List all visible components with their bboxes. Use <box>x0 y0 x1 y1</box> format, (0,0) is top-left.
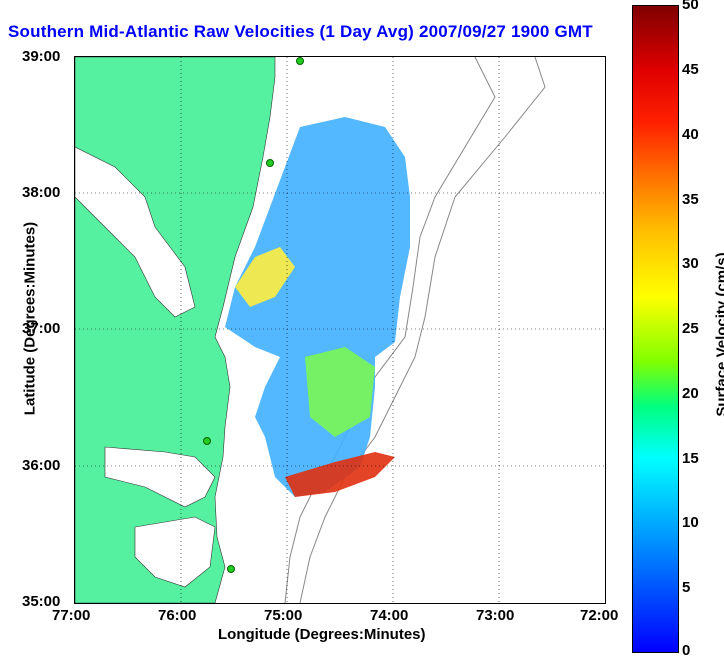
isobath-contour <box>284 57 496 603</box>
velocity-field-high <box>285 452 395 497</box>
colorbar-label: Surface Velocity (cm/s) <box>713 252 724 417</box>
x-tick-label: 73:00 <box>476 607 515 624</box>
grid-lines <box>75 57 605 603</box>
velocity-field-high <box>235 247 295 307</box>
y-tick-label: 35:00 <box>22 593 61 610</box>
y-axis-label: Latitude (Degrees:Minutes) <box>21 221 39 416</box>
station-marker <box>203 437 211 445</box>
isobath-contour-outer <box>299 57 546 603</box>
pamlico-sound <box>134 516 216 588</box>
colorbar-tick: 45 <box>682 61 699 78</box>
map-svg <box>75 57 605 603</box>
colorbar-tick: 30 <box>682 255 699 272</box>
colorbar-tick: 0 <box>682 642 691 659</box>
colorbar-tick: 20 <box>682 385 699 402</box>
colorbar-tick: 35 <box>682 191 699 208</box>
x-tick-label: 72:00 <box>580 607 619 624</box>
velocity-field-mid <box>305 347 375 437</box>
x-axis-label: Longitude (Degrees:Minutes) <box>218 626 426 643</box>
x-tick-label: 75:00 <box>264 607 303 624</box>
radar-stations <box>203 57 304 573</box>
station-marker <box>227 565 235 573</box>
colorbar-tick: 10 <box>682 514 699 531</box>
chesapeake-bay <box>75 146 196 318</box>
y-tick-label: 39:00 <box>22 48 61 65</box>
colorbar-tick: 50 <box>682 0 699 13</box>
y-tick-label: 37:00 <box>22 320 61 337</box>
x-tick-label: 74:00 <box>370 607 409 624</box>
map-title: Southern Mid-Atlantic Raw Velocities (1 … <box>8 22 593 41</box>
map-plot-area[interactable] <box>74 56 606 604</box>
station-marker <box>266 159 274 167</box>
albemarle-sound <box>104 446 216 508</box>
station-marker <box>296 57 304 65</box>
colorbar-tick: 15 <box>682 450 699 467</box>
x-tick-label: 77:00 <box>52 607 91 624</box>
colorbar-tick: 5 <box>682 579 691 596</box>
x-tick-label: 76:00 <box>158 607 197 624</box>
y-tick-label: 38:00 <box>22 184 61 201</box>
colorbar-tick: 25 <box>682 320 699 337</box>
colorbar <box>632 5 679 653</box>
y-tick-label: 36:00 <box>22 457 61 474</box>
colorbar-tick: 40 <box>682 126 699 143</box>
